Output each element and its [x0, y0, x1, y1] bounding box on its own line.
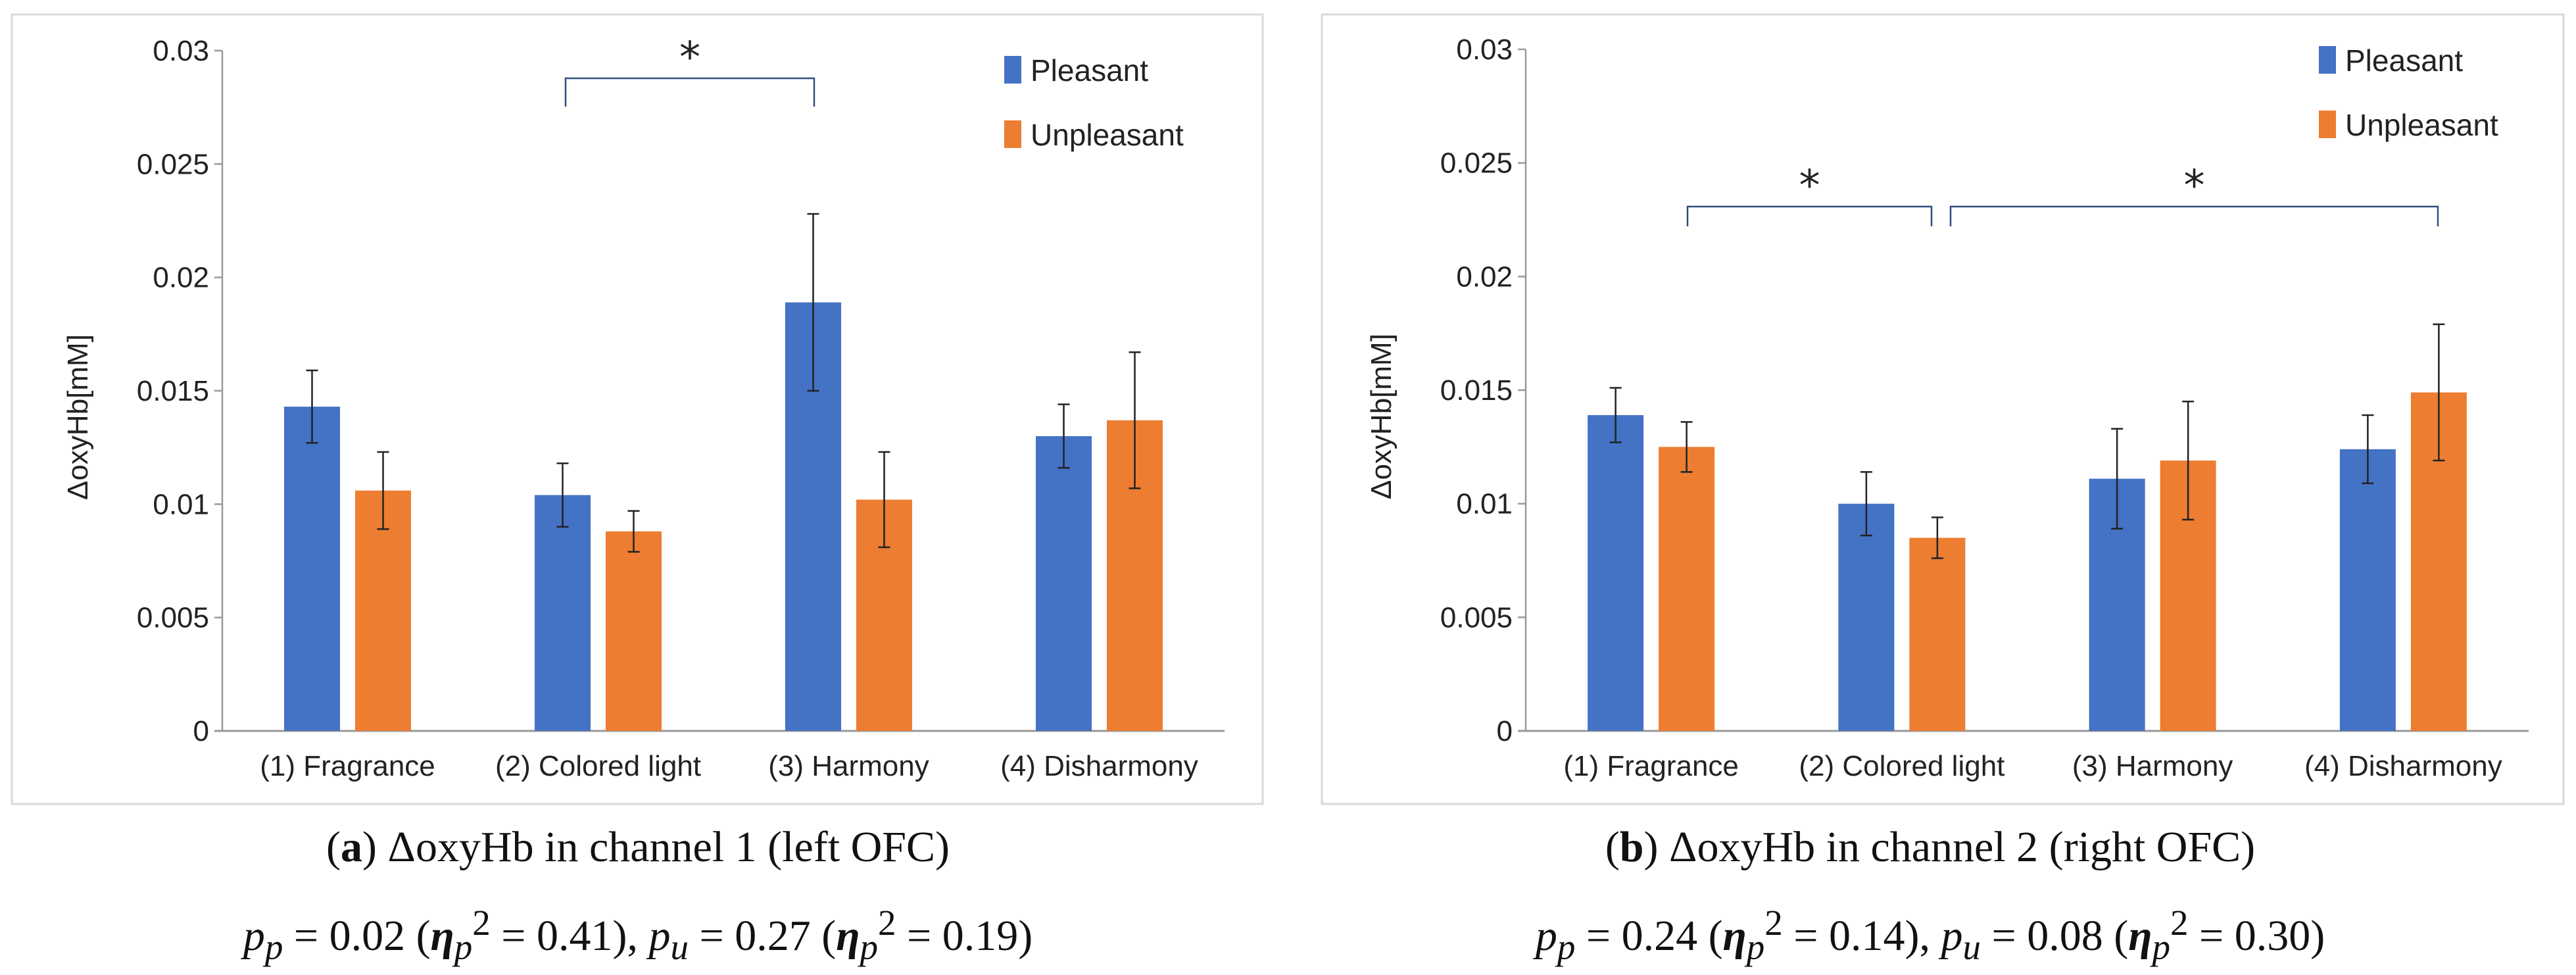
panel-a-y-tick-label: 0.02	[153, 262, 209, 294]
panel-b-bar-unpleasant	[1909, 538, 1966, 731]
caption-b-stats: pp = 0.24 (ηp2 = 0.14), pu = 0.08 (ηp2 =…	[1535, 903, 2325, 968]
panel-b-y-tick-label: 0.015	[1440, 374, 1513, 407]
panel-a-y-tick-label: 0.01	[153, 488, 209, 520]
caption-b-title: (b) ΔoxyHb in channel 2 (right OFC)	[1605, 823, 2256, 871]
panel-a-bar-unpleasant	[606, 531, 662, 731]
panel-b-y-axis-label: ΔoxyHb[mM]	[1365, 334, 1397, 499]
panel-b-legend-swatch-pleasant	[2319, 46, 2336, 74]
panel-b-bar-unpleasant	[1659, 447, 1715, 731]
panel-a-significance-bracket	[564, 77, 815, 107]
caption-a-stats: pp = 0.02 (ηp2 = 0.41), pu = 0.27 (ηp2 =…	[243, 903, 1033, 968]
panel-b-x-tick-label: (1) Fragrance	[1563, 750, 1739, 782]
panel-b-bar-pleasant	[2339, 449, 2396, 731]
panel-b-y-tick-label: 0	[1497, 715, 1513, 747]
panel-a-legend-label: Pleasant	[1031, 53, 1148, 88]
panel-b-significance-star: *	[1799, 162, 1820, 211]
panel-b-x-tick-label: (2) Colored light	[1799, 750, 2005, 782]
panel-b-bar-pleasant	[1838, 503, 1895, 731]
panel-a-y-tick-label: 0.005	[137, 602, 209, 634]
panel-b-x-tick-label: (3) Harmony	[2072, 750, 2233, 782]
panel-b-y-tick-label: 0.01	[1456, 488, 1513, 520]
panel-a-bar-unpleasant	[355, 490, 411, 731]
panel-a-x-tick-label: (3) Harmony	[768, 750, 929, 782]
panel-a-legend-swatch-unpleasant	[1004, 120, 1021, 148]
panel-b-significance-bracket	[1686, 205, 1933, 226]
panel-a-x-tick-label: (2) Colored light	[495, 750, 701, 782]
panel-b-y-tick-label: 0.025	[1440, 147, 1513, 180]
panel-a-y-tick-label: 0.015	[137, 375, 209, 407]
panel-a-bar-pleasant	[284, 407, 340, 731]
panel-b-y-tick-label: 0.02	[1456, 261, 1513, 293]
panel-a-y-tick-label: 0.03	[153, 35, 209, 67]
panel-b-y-tick-label: 0.03	[1456, 34, 1513, 66]
panel-b-significance-star: *	[2184, 162, 2205, 211]
panel-b-legend-label: Pleasant	[2345, 43, 2463, 78]
panel-a-y-axis-label: ΔoxyHb[mM]	[62, 334, 94, 500]
panel-a-bar-pleasant	[535, 495, 591, 731]
panel-b-legend-swatch-unpleasant	[2319, 111, 2336, 138]
panel-a-x-tick-label: (4) Disharmony	[1000, 750, 1198, 782]
panel-a-y-tick-label: 0.025	[137, 148, 209, 180]
panel-a-legend-label: Unpleasant	[1031, 118, 1184, 152]
panel-a-significance-star: *	[679, 34, 700, 82]
panel-a-bar-pleasant	[1036, 436, 1092, 731]
panel-b-significance-bracket	[1949, 205, 2439, 226]
panel-b-y-tick-label: 0.005	[1440, 601, 1513, 634]
panel-b-x-tick-label: (4) Disharmony	[2304, 750, 2502, 782]
panel-a-y-tick-label: 0	[193, 715, 209, 747]
panel-b-bar-pleasant	[1588, 414, 1644, 731]
panel-a-legend-swatch-pleasant	[1004, 56, 1021, 84]
panel-a-x-tick-label: (1) Fragrance	[260, 750, 435, 782]
caption-a-title: (a) ΔoxyHb in channel 1 (left OFC)	[326, 823, 950, 871]
panel-b-legend-label: Unpleasant	[2345, 108, 2498, 142]
